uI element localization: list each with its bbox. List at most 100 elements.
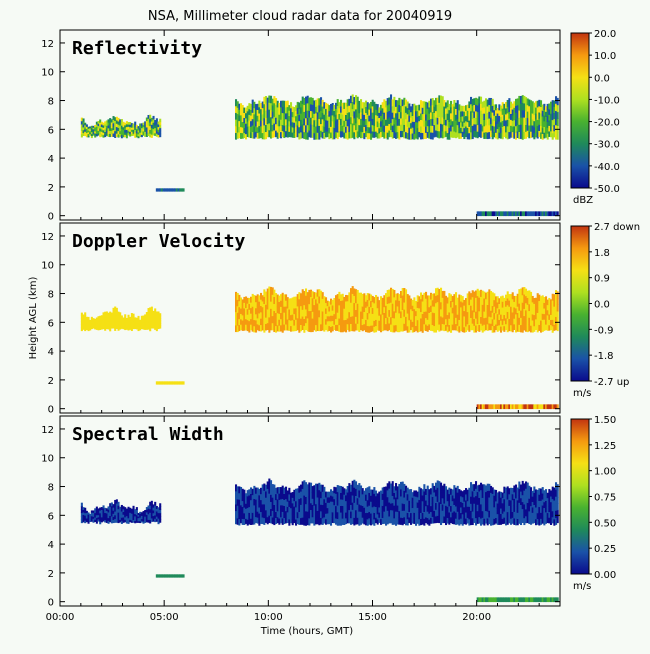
data-cell (142, 317, 145, 321)
data-cell (144, 316, 147, 320)
data-cell (438, 303, 441, 311)
data-cell (117, 117, 120, 122)
data-cell (476, 309, 479, 318)
data-cell (540, 119, 543, 127)
data-cell (85, 134, 88, 138)
data-cell (520, 484, 523, 492)
data-cell (418, 131, 421, 138)
data-cell (175, 574, 178, 578)
data-cell (508, 124, 511, 133)
data-cell (251, 494, 254, 502)
data-cell (271, 98, 274, 106)
data-cell (303, 104, 306, 112)
data-cell (401, 295, 404, 303)
data-cell (356, 103, 359, 111)
data-cell (430, 511, 433, 518)
data-cell (326, 513, 329, 519)
data-cell (511, 211, 514, 217)
data-cell (248, 320, 251, 327)
data-cell (263, 517, 266, 525)
data-cell (556, 597, 559, 603)
data-cell (503, 517, 506, 524)
data-cell (533, 516, 536, 524)
data-cell (84, 131, 87, 134)
data-cell (515, 125, 518, 133)
data-cell (330, 489, 333, 496)
data-cell (87, 130, 90, 133)
data-cell (441, 304, 444, 311)
data-cell (435, 495, 438, 504)
data-cell (253, 132, 256, 139)
data-cell (286, 313, 289, 320)
data-cell (331, 512, 334, 518)
data-cell (363, 317, 366, 325)
data-cell (535, 113, 538, 120)
data-cell (433, 124, 436, 132)
data-cell (124, 321, 127, 325)
data-cell (518, 124, 521, 132)
data-cell (140, 320, 143, 323)
data-cell (540, 314, 543, 321)
data-cell (99, 515, 102, 519)
data-cell (303, 291, 306, 299)
data-cell (276, 505, 279, 512)
data-cell (243, 512, 246, 520)
data-cell (335, 493, 338, 500)
data-cell (521, 287, 524, 296)
data-cell (315, 106, 318, 114)
data-cell (353, 124, 356, 133)
data-cell (525, 117, 528, 125)
data-cell (541, 127, 544, 134)
data-cell (87, 128, 90, 131)
data-cell (361, 312, 364, 319)
data-cell (461, 116, 464, 122)
data-cell (305, 132, 308, 140)
data-cell (112, 507, 115, 511)
data-cell (548, 131, 551, 137)
data-cell (355, 109, 358, 117)
data-cell (283, 300, 286, 307)
data-cell (256, 312, 259, 319)
data-cell (94, 135, 97, 138)
data-cell (551, 492, 554, 500)
data-cell (550, 597, 553, 603)
data-cell (245, 118, 248, 124)
data-cell (443, 290, 446, 298)
data-cell (270, 95, 273, 104)
data-cell (460, 301, 463, 308)
data-cell (140, 520, 143, 523)
data-cell (491, 404, 494, 410)
data-cell (495, 404, 498, 410)
data-cell (398, 483, 401, 492)
data-cell (550, 518, 553, 525)
data-cell (468, 487, 471, 495)
data-cell (473, 117, 476, 125)
data-cell (391, 112, 394, 120)
data-cell (159, 127, 162, 132)
data-cell (505, 300, 508, 307)
data-cell (360, 105, 363, 113)
data-cell (351, 315, 354, 324)
data-cell (360, 298, 363, 306)
data-cell (540, 112, 543, 120)
data-cell (311, 311, 314, 319)
data-cell (513, 511, 516, 519)
data-cell (550, 314, 553, 320)
data-cell (465, 309, 468, 316)
data-cell (268, 515, 271, 524)
data-cell (255, 510, 258, 518)
data-cell (438, 508, 441, 517)
data-cell (366, 312, 369, 320)
data-cell (266, 117, 269, 125)
data-cell (97, 508, 100, 511)
data-cell (526, 489, 529, 497)
data-cell (456, 118, 459, 126)
data-cell (150, 313, 153, 318)
data-cell (390, 129, 393, 138)
data-cell (310, 123, 313, 132)
data-cell (428, 312, 431, 319)
data-cell (503, 492, 506, 500)
data-cell (95, 512, 98, 516)
data-cell (363, 323, 366, 331)
data-cell (139, 132, 142, 135)
